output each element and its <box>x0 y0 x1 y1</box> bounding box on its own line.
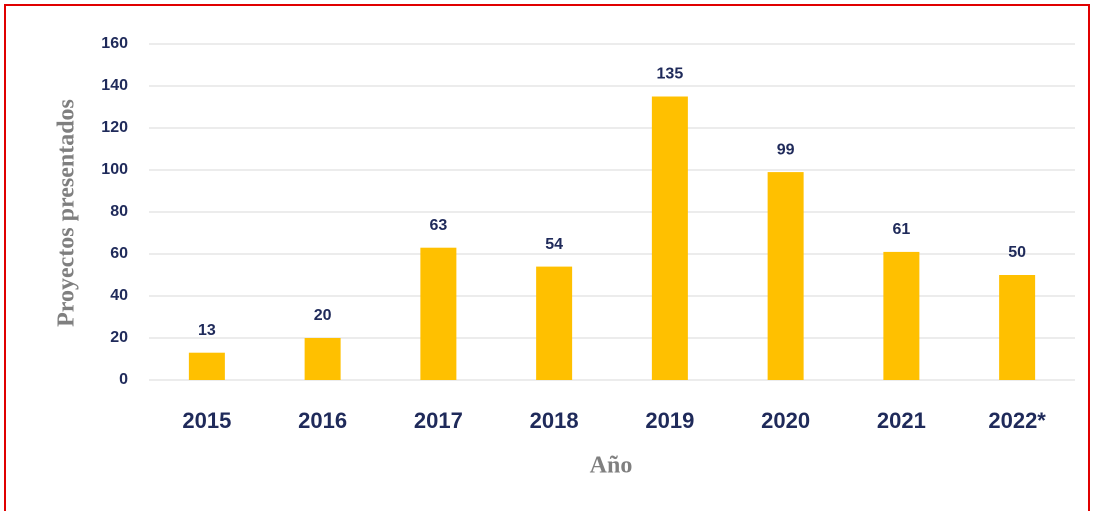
data-label: 61 <box>892 221 910 238</box>
x-tick-label: 2018 <box>530 408 579 433</box>
y-tick-label: 40 <box>110 287 128 304</box>
data-label: 13 <box>198 322 216 339</box>
bar <box>999 275 1036 380</box>
bar <box>420 247 457 380</box>
y-tick-label: 120 <box>101 119 128 136</box>
data-label: 99 <box>777 141 795 158</box>
bar <box>651 96 688 380</box>
x-tick-label: 2020 <box>761 408 810 433</box>
y-tick-label: 0 <box>119 371 128 388</box>
x-tick-label: 2019 <box>645 408 694 433</box>
y-axis-title: Proyectos presentados <box>54 99 80 327</box>
bar <box>304 338 341 380</box>
x-tick-label: 2017 <box>414 408 463 433</box>
bar <box>188 352 225 380</box>
y-tick-label: 80 <box>110 203 128 220</box>
x-tick-label: 2015 <box>182 408 231 433</box>
bar <box>767 172 804 380</box>
x-tick-label: 2016 <box>298 408 347 433</box>
y-tick-label: 100 <box>101 161 128 178</box>
y-tick-label: 20 <box>110 329 128 346</box>
data-label: 54 <box>545 236 563 253</box>
bar <box>536 266 573 380</box>
data-label: 63 <box>429 217 447 234</box>
frame <box>4 4 1090 511</box>
y-tick-label: 60 <box>110 245 128 262</box>
x-tick-label: 2022* <box>988 408 1046 433</box>
bar <box>883 251 920 380</box>
y-tick-label: 160 <box>101 35 128 52</box>
x-tick-label: 2021 <box>877 408 926 433</box>
x-axis-title: Año <box>590 453 633 479</box>
y-tick-label: 140 <box>101 77 128 94</box>
data-label: 20 <box>314 307 332 324</box>
data-label: 50 <box>1008 244 1026 261</box>
data-label: 135 <box>657 66 684 83</box>
